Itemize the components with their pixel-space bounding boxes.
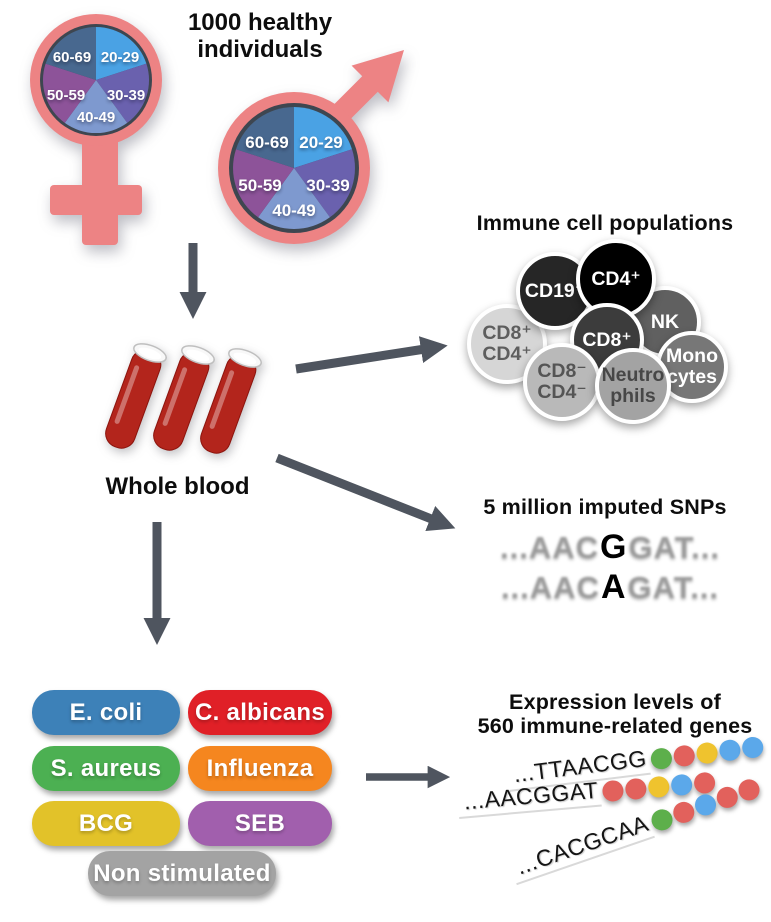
- stimuli-panel: E. coli C. albicans S. aureus Influenza …: [30, 688, 332, 900]
- pie-slice-60-69: [45, 27, 96, 80]
- stimulus-pill-bcg: BCG: [32, 801, 180, 846]
- female-symbol-icon: 20-29 30-39 40-49 50-59 60-69: [30, 14, 162, 245]
- pie-label: 40-49: [77, 109, 115, 126]
- male-age-pie: 20-29 30-39 40-49 50-59 60-69: [233, 107, 355, 229]
- snp-variant-allele: A: [600, 568, 627, 606]
- snp-sequence-row: ...AACGGAT...: [450, 528, 770, 567]
- cell-cd8neg-cd4neg: CD8⁻ CD4⁻: [523, 343, 601, 421]
- stimulus-pill-seb: SEB: [188, 801, 332, 846]
- snp-variant-allele: G: [600, 528, 628, 566]
- whole-blood-label: Whole blood: [105, 473, 250, 500]
- expression-dot: [670, 798, 697, 826]
- pie-slice-20-29: [96, 27, 147, 80]
- expression-heading: Expression levels of 560 immune-related …: [477, 690, 753, 738]
- cell-label: CD8⁺ CD4⁺: [482, 322, 532, 365]
- pie-label: 30-39: [107, 87, 145, 104]
- expression-dot: [670, 773, 693, 796]
- stimulus-pill-e-coli: E. coli: [32, 690, 180, 735]
- cohort-title: 1000 healthy individuals: [187, 9, 333, 63]
- gene-sequence: ...CACGCAA: [507, 809, 655, 886]
- pie-slice-20-29: [294, 107, 352, 168]
- pie-label: 30-39: [306, 176, 349, 195]
- pie-slice-40-49: [258, 168, 330, 229]
- expression-dot: [740, 735, 765, 759]
- expression-dot: [624, 777, 648, 800]
- pie-slice-50-59: [42, 63, 96, 123]
- arrow-blood-to-snps-icon: [275, 453, 456, 532]
- pie-label: 60-69: [245, 133, 288, 152]
- snp-context: GAT...: [628, 530, 720, 565]
- expression-dot: [601, 779, 625, 802]
- stimulus-pill-c-albicans: C. albicans: [188, 690, 332, 735]
- pie-slice-30-39: [96, 63, 150, 123]
- gene-sequence: ...AACGGAT: [456, 776, 602, 819]
- expression-dot: [648, 806, 676, 833]
- pie-slice-60-69: [236, 107, 294, 168]
- pie-slice-40-49: [64, 80, 128, 134]
- snps-heading: 5 million imputed SNPs: [483, 495, 727, 519]
- snp-context: ...AAC: [500, 530, 599, 565]
- expression-dot: [713, 783, 741, 811]
- snp-context: ...AAC: [500, 570, 600, 605]
- male-symbol-icon: 20-29 30-39 40-49 50-59 60-69: [218, 50, 404, 244]
- cell-label: CD4⁺: [591, 267, 641, 290]
- cell-label: Neutro phils: [601, 364, 665, 407]
- expression-dot: [691, 791, 719, 818]
- snp-context: GAT...: [627, 570, 720, 605]
- cell-neutrophils: Neutro phils: [595, 348, 671, 424]
- expression-dot: [649, 746, 673, 770]
- immune-cells-cluster: CD8⁺ CD4⁺ CD19⁺ NK CD4⁺ CD8⁺ CD8⁻ CD4⁻: [460, 238, 765, 430]
- cell-label: CD8⁻ CD4⁻: [537, 360, 587, 403]
- cell-label: CD19⁺: [524, 279, 586, 302]
- pie-label: 40-49: [272, 201, 315, 220]
- stimulus-pill-non-stimulated: Non stimulated: [88, 851, 276, 896]
- cell-label: NK: [650, 310, 680, 333]
- snp-sequence-row: ...AACAGAT...: [450, 568, 770, 607]
- expression-dot: [694, 740, 719, 765]
- pie-label: 60-69: [53, 49, 91, 66]
- pie-label: 20-29: [101, 49, 139, 66]
- immune-cells-heading: Immune cell populations: [476, 211, 734, 235]
- pie-label: 50-59: [47, 87, 85, 104]
- stimulus-pill-s-aureus: S. aureus: [32, 746, 180, 791]
- expression-dot: [735, 776, 763, 803]
- pie-label: 20-29: [299, 133, 342, 152]
- stimulus-pill-influenza: Influenza: [188, 746, 332, 791]
- expression-dot: [717, 738, 742, 762]
- cell-label: Mono cytes: [666, 345, 718, 388]
- pie-label: 50-59: [238, 176, 281, 195]
- female-age-pie: 20-29 30-39 40-49 50-59 60-69: [42, 27, 150, 134]
- expression-dot: [647, 775, 671, 798]
- cell-label: CD8⁺: [582, 328, 632, 351]
- pie-slice-50-59: [233, 149, 294, 218]
- pie-slice-30-39: [294, 149, 355, 218]
- arrow-blood-to-cells-icon: [295, 336, 448, 374]
- expression-dot: [672, 743, 696, 768]
- blood-tubes-icon: [105, 343, 262, 454]
